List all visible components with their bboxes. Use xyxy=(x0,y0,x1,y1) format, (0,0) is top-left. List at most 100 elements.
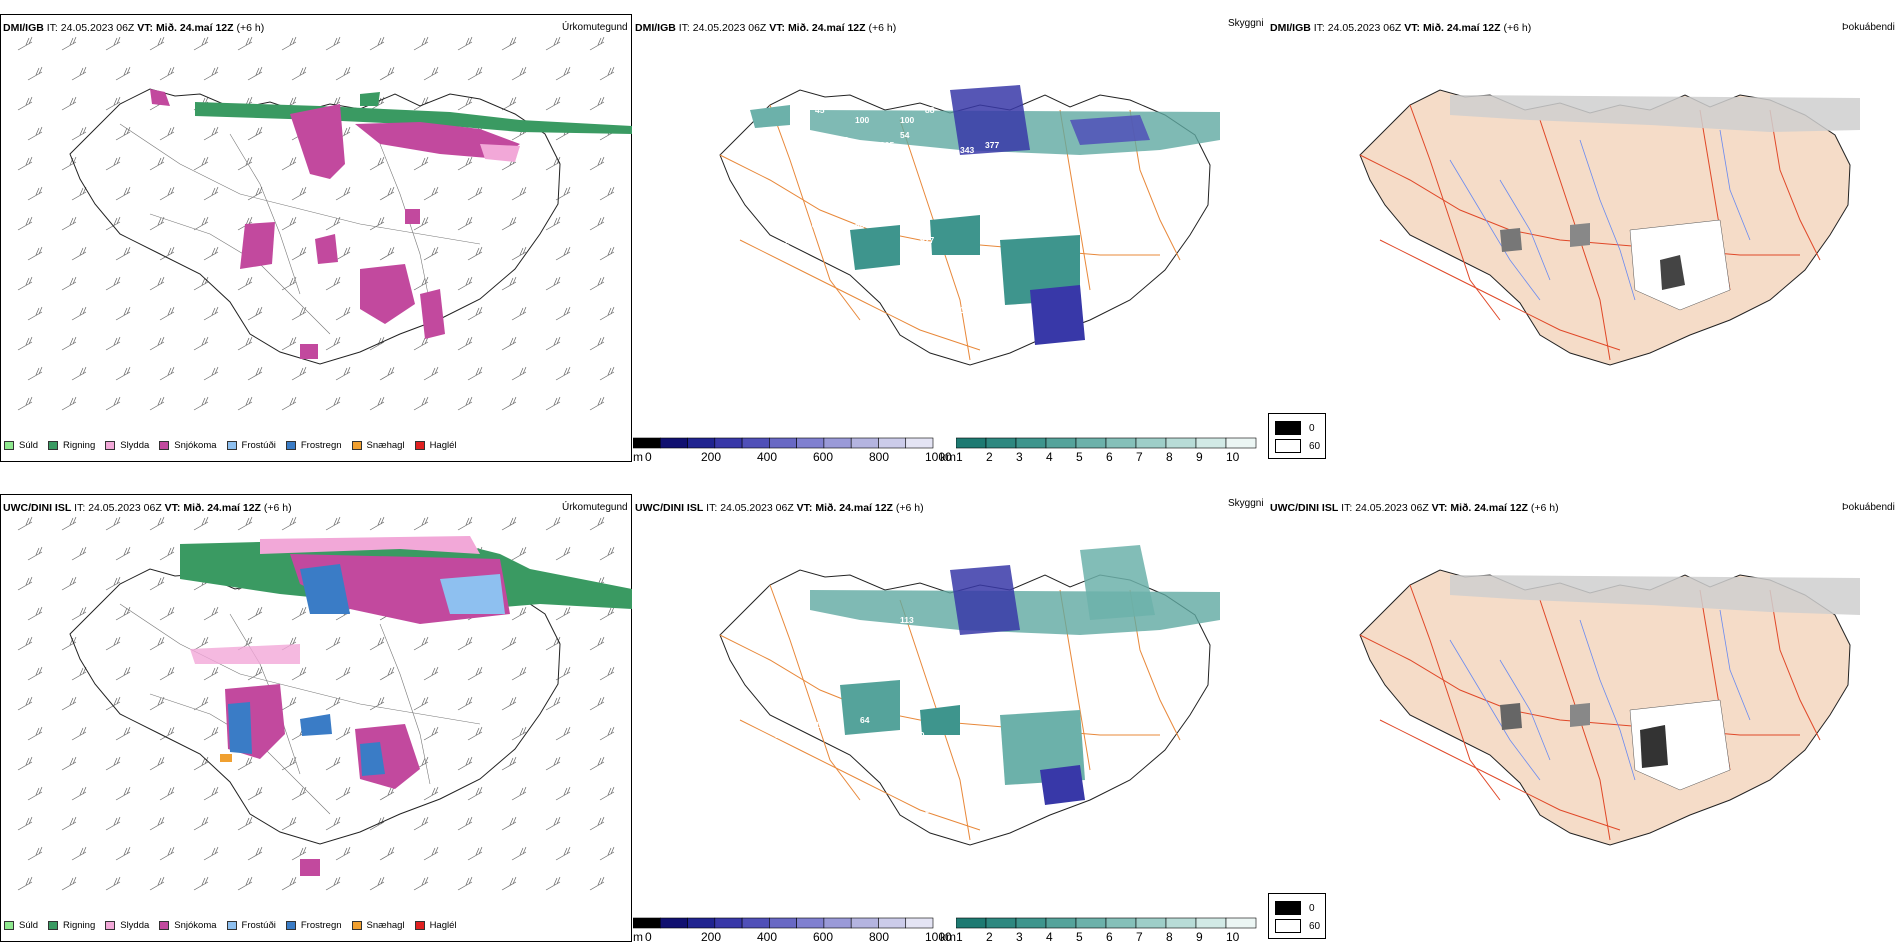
wind-barb xyxy=(599,786,615,801)
wind-barb xyxy=(467,786,483,801)
wind-barb xyxy=(423,666,439,681)
wind-barb xyxy=(203,606,219,621)
wind-barb xyxy=(17,336,33,351)
wind-barb xyxy=(159,726,175,741)
cloud-map: 45 112 100 100 88 305 54 131 80 343 377 39 66 166 56 92… xyxy=(719,85,1220,366)
scale-tick-label: 5 xyxy=(1076,450,1083,464)
scale-color-bin xyxy=(878,917,907,929)
scale-color-bin xyxy=(1165,917,1197,929)
cloud-base-value: 116 xyxy=(815,720,829,730)
cloud-base-value: 100 xyxy=(900,115,914,125)
wind-barb xyxy=(237,516,253,531)
cloud-base-value: 154 xyxy=(935,630,949,640)
cloud-base-value: 305 xyxy=(880,140,894,150)
wind-barb xyxy=(61,96,77,111)
wind-barb xyxy=(17,756,33,771)
visibility-unit: km xyxy=(940,450,956,464)
scale-color-bin xyxy=(633,917,661,929)
wind-barb xyxy=(291,246,307,261)
scale-color-bin xyxy=(1045,437,1077,449)
wind-barb xyxy=(105,516,121,531)
wind-barb xyxy=(545,516,561,531)
wind-barb xyxy=(203,846,219,861)
cloud-base-value: 692 xyxy=(920,765,934,775)
legend-item: Snjókoma xyxy=(159,440,217,451)
wind-barb xyxy=(17,516,33,531)
wind-barb xyxy=(105,96,121,111)
wind-barb xyxy=(71,306,87,321)
wind-barb xyxy=(369,396,385,411)
wind-barb xyxy=(555,846,571,861)
wind-barb xyxy=(61,396,77,411)
wind-barb xyxy=(599,546,615,561)
wind-barb xyxy=(281,876,297,891)
wind-barb xyxy=(159,366,175,381)
wind-barb xyxy=(17,276,33,291)
precip-title: Úrkomutegund xyxy=(562,22,628,33)
legend-label: Slydda xyxy=(120,920,150,931)
wind-barb xyxy=(291,366,307,381)
wind-barb xyxy=(203,66,219,81)
wind-barb xyxy=(423,786,439,801)
scale-color-bin xyxy=(878,437,907,449)
wind-barb xyxy=(17,36,33,51)
wind-barb xyxy=(105,816,121,831)
wind-barb xyxy=(413,636,429,651)
wind-barb xyxy=(555,786,571,801)
wind-barb xyxy=(17,576,33,591)
wind-barb xyxy=(423,66,439,81)
scale-color-bin xyxy=(659,917,688,929)
legend-swatch xyxy=(285,441,296,450)
it-label: IT: xyxy=(74,502,86,514)
wind-barb xyxy=(599,606,615,621)
vt-value: Mið. 24.maí 12Z xyxy=(815,502,893,514)
wind-barb xyxy=(203,366,219,381)
wind-barb xyxy=(599,306,615,321)
scale-color-bin xyxy=(1045,917,1077,929)
it-label: IT: xyxy=(1313,22,1325,34)
wind-barb xyxy=(247,366,263,381)
altitude-ticks: 0 200 400 600 800 1000 xyxy=(645,930,952,944)
it-value: 24.05.2023 06Z xyxy=(60,22,135,34)
wind-barb xyxy=(545,216,561,231)
model-name: DMI/IGB xyxy=(3,22,44,34)
wind-barb xyxy=(379,66,395,81)
wind-barb xyxy=(71,546,87,561)
legend-item: Súld xyxy=(4,440,38,451)
vt-value: Mið. 24.maí 12Z xyxy=(1450,502,1528,514)
fog-header: DMI/IGB IT: 24.05.2023 06Z VT: Mið. 24.m… xyxy=(1270,22,1531,34)
wind-barb xyxy=(193,336,209,351)
cloud-base-value: 88 xyxy=(925,105,935,115)
vt-value: Mið. 24.maí 12Z xyxy=(155,22,234,34)
legend-swatch xyxy=(351,921,362,930)
legend-label: Frostregn xyxy=(300,920,342,931)
wind-barb xyxy=(115,66,131,81)
wind-barb xyxy=(159,786,175,801)
wind-barb xyxy=(369,816,385,831)
scale-color-bin xyxy=(714,917,743,929)
cloud-base-value: 16 xyxy=(790,715,800,725)
wind-barb xyxy=(149,876,165,891)
wind-barb xyxy=(589,216,605,231)
wind-barb xyxy=(501,876,517,891)
legend-item: Rigning xyxy=(48,920,95,931)
wind-barb xyxy=(501,36,517,51)
legend-swatch xyxy=(105,921,116,930)
scale-color-bin xyxy=(850,917,879,929)
wind-barb xyxy=(27,666,43,681)
wind-barb xyxy=(193,636,209,651)
model-name: UWC/DINI ISL xyxy=(635,502,704,514)
wind-barb xyxy=(423,186,439,201)
model-name: DMI/IGB xyxy=(635,22,676,34)
wind-barb xyxy=(247,306,263,321)
wind-barb xyxy=(291,606,307,621)
it-value: 24.05.2023 06Z xyxy=(1327,22,1402,34)
cloud-base-value: 95 xyxy=(950,645,960,655)
wind-barb xyxy=(61,276,77,291)
wind-barb xyxy=(423,846,439,861)
cloud-base-value: 64 xyxy=(860,715,870,725)
wind-barb xyxy=(237,816,253,831)
wind-barb xyxy=(589,756,605,771)
wind-barb xyxy=(105,576,121,591)
wind-barb xyxy=(27,846,43,861)
